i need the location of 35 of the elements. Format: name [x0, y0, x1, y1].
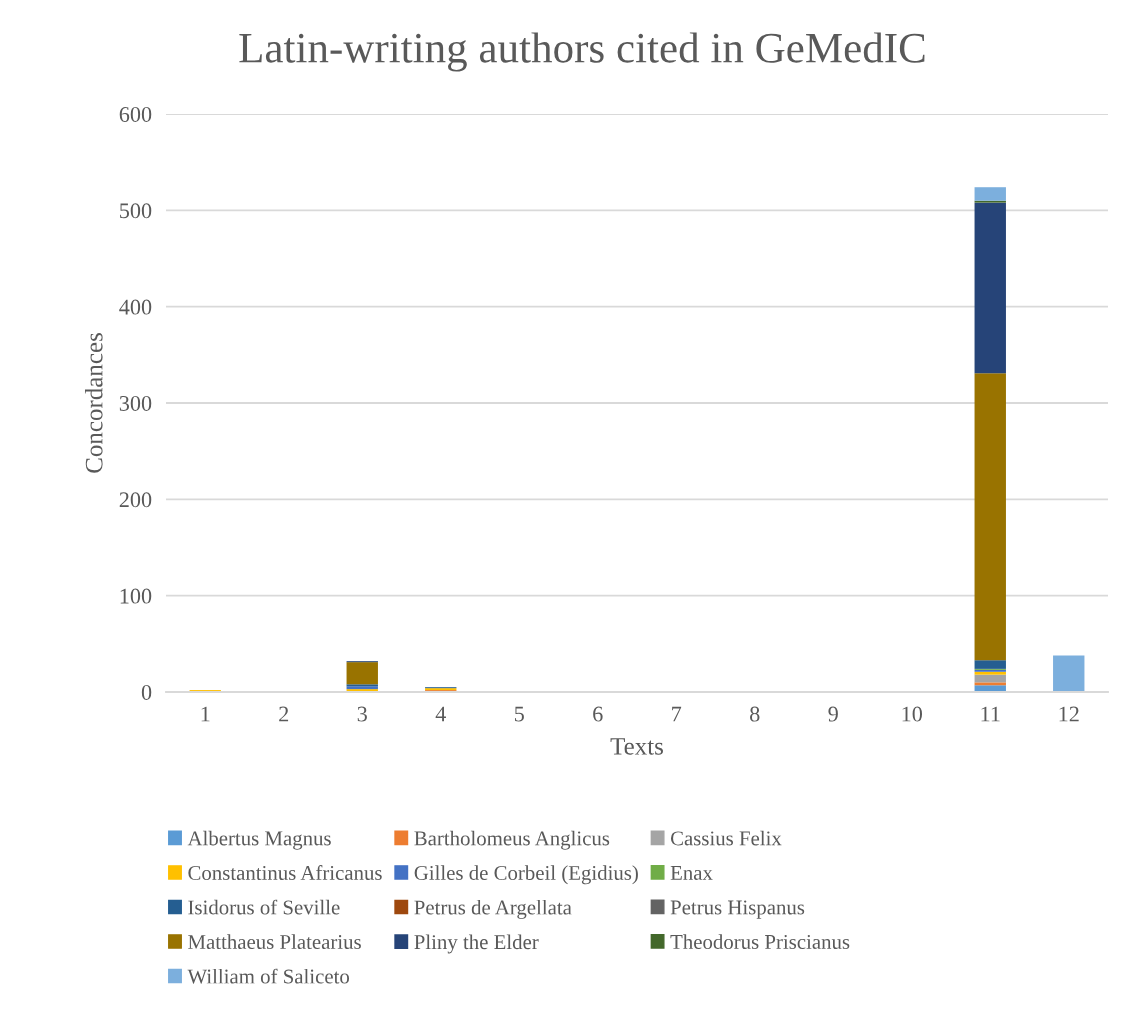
y-tick-label: 0 [141, 684, 152, 700]
x-tick-label: 1 [201, 706, 210, 722]
y-axis-title: Concordances [84, 333, 103, 473]
legend-label: Isidorus of Seville [188, 899, 340, 915]
x-tick-label: 4 [435, 706, 446, 722]
x-tick-label: 2 [279, 706, 289, 722]
chart-title: Latin-writing authors cited in GeMedIC [239, 32, 925, 72]
x-tick-label: 8 [750, 706, 760, 722]
legend-label: Pliny the Elder [414, 934, 539, 954]
x-tick-label: 7 [672, 706, 682, 722]
x-tick-label: 6 [593, 706, 603, 722]
legend-label: Bartholomeus Anglicus [414, 830, 610, 850]
y-tick-label: 400 [119, 299, 152, 315]
x-tick-label: 9 [828, 706, 838, 722]
legend-label: Theodorus Priscianus [670, 934, 850, 949]
legend-label: Gilles de Corbeil (Egidius) [414, 865, 638, 885]
x-axis-title: Texts [610, 738, 663, 755]
legend-label: William of Saliceto [187, 968, 350, 984]
legend-label: Albertus Magnus [187, 830, 331, 850]
x-tick-label: 3 [357, 706, 367, 722]
legend-label: Constantinus Africanus [188, 865, 382, 880]
legend-label: Petrus de Argellata [414, 899, 572, 919]
y-tick-label: 100 [120, 588, 152, 604]
y-tick-label: 300 [119, 395, 152, 411]
x-tick-label: 11 [981, 706, 1000, 722]
x-tick-label: 5 [514, 706, 524, 722]
y-tick-label: 500 [120, 203, 152, 219]
x-tick-label: 10 [902, 706, 923, 722]
y-tick-label: 600 [119, 106, 152, 122]
y-tick-label: 200 [119, 492, 152, 508]
legend-label: Enax [670, 866, 713, 880]
legend-label: Matthaeus Platearius [188, 934, 361, 950]
x-tick-label: 12 [1059, 706, 1079, 722]
legend-label: Cassius Felix [670, 830, 782, 846]
legend-label: Petrus Hispanus [670, 900, 805, 919]
